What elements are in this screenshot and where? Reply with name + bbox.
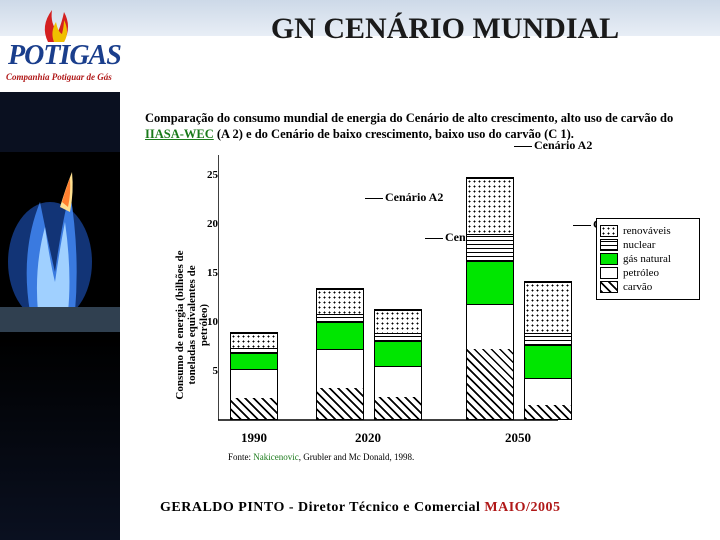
bar (524, 281, 572, 420)
sidebar-image (0, 92, 120, 540)
logo: POTIGAS Companhia Potiguar de Gás (6, 4, 156, 90)
source-author: Nakicenovic (253, 452, 298, 462)
header: POTIGAS Companhia Potiguar de Gás GN CEN… (0, 0, 720, 90)
legend-label: nuclear (623, 239, 655, 251)
chart-plot: Cenário A2Cenário C1Cenário A2Cenário C1 (218, 155, 548, 420)
description-text: Comparação do consumo mundial de energia… (145, 110, 705, 143)
scenario-label: Cenário A2 (365, 190, 443, 205)
legend-item: nuclear (600, 239, 696, 251)
bar-segment-renov (467, 178, 513, 234)
legend-swatch (600, 225, 618, 237)
bar-segment-gas (231, 353, 277, 369)
y-tick-label: 20 (207, 218, 218, 230)
x-axis-labels: 1990 2020 2050 (218, 430, 638, 450)
bar-segment-renov (231, 333, 277, 348)
scenario-label: Cenário A2 (514, 138, 592, 153)
bar-segment-nuclear (467, 234, 513, 261)
legend-item: carvão (600, 281, 696, 293)
bar-segment-gas (375, 341, 421, 366)
x-tick-label: 2020 (355, 430, 381, 446)
bar-segment-gas (525, 345, 571, 379)
bar-segment-carvao (231, 398, 277, 419)
bar (230, 332, 278, 420)
legend-swatch (600, 267, 618, 279)
legend-label: gás natural (623, 253, 671, 265)
y-tick-label: 15 (207, 267, 218, 279)
legend-swatch (600, 253, 618, 265)
bar-segment-petroleo (467, 304, 513, 349)
y-axis-label-1: Consumo de energia (bilhões de (174, 250, 186, 400)
desc-pre: Comparação do consumo mundial de energia… (145, 111, 673, 125)
bar-segment-petroleo (317, 349, 363, 388)
bar-segment-renov (375, 310, 421, 333)
bar-segment-nuclear (375, 333, 421, 341)
legend-swatch (600, 239, 618, 251)
bar (466, 177, 514, 420)
flame-icon (34, 4, 82, 44)
logo-subtitle: Companhia Potiguar de Gás (6, 72, 112, 82)
bar-segment-petroleo (525, 378, 571, 404)
bar-segment-carvao (467, 349, 513, 419)
source-citation: Fonte: Nakicenovic, Grubler and Mc Donal… (228, 452, 414, 462)
y-tick-label: 25 (207, 169, 218, 181)
bar (374, 309, 422, 420)
legend-item: gás natural (600, 253, 696, 265)
bar-segment-carvao (525, 405, 571, 420)
footer: GERALDO PINTO - Diretor Técnico e Comerc… (160, 500, 560, 516)
source-post: , Grubler and Mc Donald, 1998. (299, 452, 414, 462)
legend-swatch (600, 281, 618, 293)
bar-segment-gas (467, 261, 513, 304)
legend-item: petróleo (600, 267, 696, 279)
gas-flame-photo (0, 152, 120, 332)
x-tick-label: 2050 (505, 430, 531, 446)
logo-text: POTIGAS (8, 40, 121, 72)
chart-legend: renováveis nuclear gás natural petróleo carv… (596, 218, 700, 300)
legend-label: carvão (623, 281, 652, 293)
legend-item: renováveis (600, 225, 696, 237)
legend-label: renováveis (623, 225, 671, 237)
bar-segment-carvao (375, 397, 421, 419)
bar-segment-nuclear (525, 333, 571, 345)
bar (316, 288, 364, 421)
bar-segment-renov (317, 289, 363, 314)
source-pre: Fonte: (228, 452, 253, 462)
bar-segment-petroleo (375, 366, 421, 397)
bar-segment-nuclear (317, 314, 363, 323)
bar-segment-petroleo (231, 369, 277, 398)
footer-author: GERALDO PINTO - Diretor Técnico e Comerc… (160, 500, 484, 515)
legend-label: petróleo (623, 267, 659, 279)
y-axis-ticks: 510152025 (200, 155, 218, 420)
x-tick-label: 1990 (241, 430, 267, 446)
y-tick-label: 10 (207, 316, 218, 328)
footer-date: MAIO/2005 (484, 500, 560, 515)
page-title: GN CENÁRIO MUNDIAL (180, 12, 710, 46)
bar-segment-renov (525, 282, 571, 333)
bar-segment-gas (317, 322, 363, 349)
bar-segment-carvao (317, 388, 363, 419)
desc-link[interactable]: IIASA-WEC (145, 127, 214, 141)
